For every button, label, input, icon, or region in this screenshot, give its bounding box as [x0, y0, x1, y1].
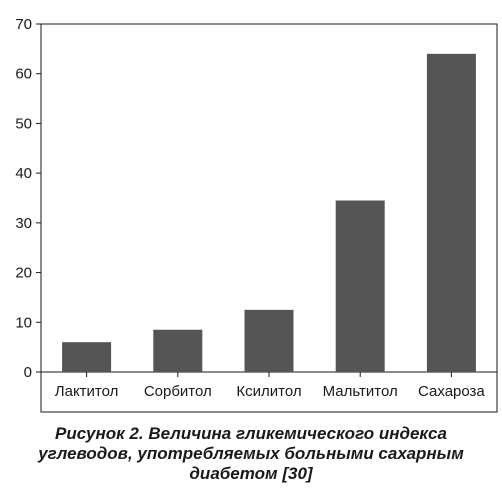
y-tick-label: 40 — [15, 165, 32, 182]
figure-caption: Рисунок 2. Величина гликемического индек… — [0, 424, 502, 484]
bar — [62, 342, 112, 372]
y-tick-label: 0 — [24, 364, 32, 381]
bar — [153, 329, 203, 372]
y-axis: 0 10 20 30 40 50 60 70 — [15, 16, 41, 381]
y-tick-label: 30 — [15, 215, 32, 232]
y-tick-label: 60 — [15, 66, 32, 83]
y-tick-label: 70 — [15, 16, 32, 33]
x-tick-label: Сорбитол — [144, 383, 212, 400]
x-tick-label: Сахароза — [418, 383, 485, 400]
x-tick-label: Мальтитол — [323, 383, 398, 400]
y-tick-label: 10 — [15, 314, 32, 331]
x-tick-label: Ксилитол — [236, 383, 301, 400]
caption-line-2: углеводов, употребляемых больными сахарн… — [38, 444, 464, 463]
x-axis-labels: Лактитол Сорбитол Ксилитол Мальтитол Сахароз… — [55, 372, 485, 400]
y-tick-label: 50 — [15, 115, 32, 132]
plot-frame — [40, 23, 498, 413]
caption-line-3: диабетом [30] — [189, 464, 313, 483]
y-tick-label: 20 — [15, 265, 32, 282]
bar-chart: 0 10 20 30 40 50 60 70 Лактитол Сорбитол Ксилитол… — [15, 16, 498, 413]
bars-group — [62, 53, 476, 372]
caption-line-1: Рисунок 2. Величина гликемического индек… — [55, 424, 447, 443]
bar — [426, 53, 476, 372]
x-tick-label: Лактитол — [55, 383, 119, 400]
bar — [244, 309, 294, 372]
bar — [335, 200, 385, 372]
